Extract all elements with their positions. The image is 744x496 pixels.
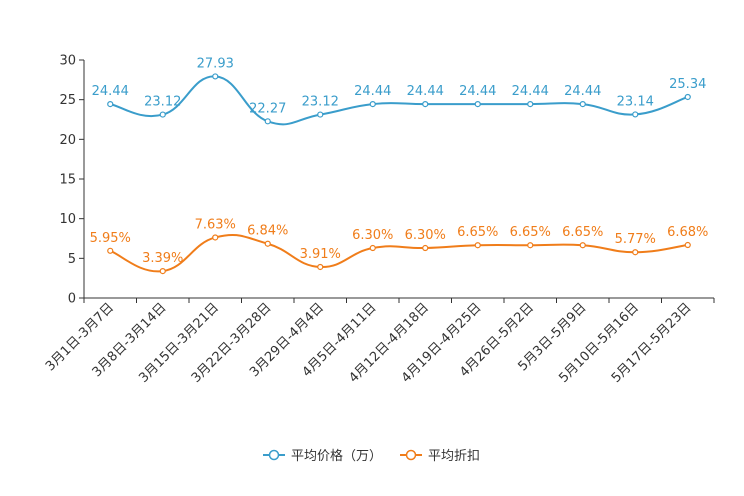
data-label: 5.77% (615, 232, 656, 247)
data-label: 22.27 (249, 101, 286, 116)
data-point[interactable] (579, 242, 586, 249)
data-label: 24.44 (354, 84, 391, 99)
data-point[interactable] (422, 101, 429, 108)
data-point[interactable] (107, 247, 114, 254)
legend: 平均价格（万） 平均折扣 (263, 448, 480, 464)
y-tick-label: 15 (59, 173, 76, 188)
data-label: 7.63% (195, 217, 236, 232)
data-point[interactable] (317, 111, 324, 118)
legend-marker-icon (268, 449, 280, 461)
data-label: 6.84% (247, 224, 288, 239)
data-label: 24.44 (564, 84, 601, 99)
data-point[interactable] (212, 73, 219, 80)
y-tick-label: 0 (68, 292, 76, 307)
data-label: 3.39% (142, 251, 183, 266)
data-label: 24.44 (459, 84, 496, 99)
legend-label: 平均折扣 (428, 449, 480, 464)
series-layer: 24.44 23.12 27.93 22.27 23.12 24.44 24.44 24.44… (90, 56, 708, 275)
data-point[interactable] (684, 241, 691, 249)
data-point[interactable] (264, 118, 271, 125)
data-label: 24.44 (512, 84, 549, 99)
data-label: 24.44 (407, 84, 444, 99)
data-label: 6.65% (562, 225, 603, 240)
data-label: 5.95% (90, 231, 131, 246)
data-label: 23.14 (617, 94, 654, 109)
data-point[interactable] (684, 93, 691, 101)
data-label: 6.30% (405, 228, 446, 243)
series-line (109, 233, 688, 273)
data-point[interactable] (369, 101, 376, 108)
y-tick-label: 25 (59, 93, 76, 108)
data-point[interactable] (422, 244, 429, 252)
data-point[interactable] (212, 234, 219, 241)
data-point[interactable] (527, 101, 534, 108)
data-point[interactable] (474, 101, 481, 108)
y-tick-label: 10 (59, 212, 76, 227)
data-point[interactable] (527, 242, 534, 249)
data-point[interactable] (579, 101, 586, 108)
data-point[interactable] (632, 249, 639, 256)
data-point[interactable] (264, 240, 271, 247)
data-label: 6.68% (667, 225, 708, 240)
series-avg-price: 24.44 23.12 27.93 22.27 23.12 24.44 24.44 24.44… (92, 56, 706, 126)
legend-item-avg-discount[interactable]: 平均折扣 (400, 449, 480, 464)
data-label: 24.44 (92, 84, 129, 99)
data-point[interactable] (159, 268, 166, 275)
data-label: 27.93 (197, 56, 234, 71)
data-label: 6.30% (352, 228, 393, 243)
y-tick-label: 30 (59, 54, 76, 69)
data-label: 25.34 (669, 77, 706, 92)
data-label: 3.91% (300, 247, 341, 262)
legend-label: 平均价格（万） (291, 448, 382, 464)
data-point[interactable] (369, 244, 376, 252)
y-tick-label: 5 (68, 252, 76, 267)
data-label: 6.65% (510, 225, 551, 240)
data-point[interactable] (317, 263, 324, 271)
data-point[interactable] (632, 111, 639, 118)
legend-marker-icon (405, 449, 417, 461)
y-tick-label: 20 (59, 133, 76, 148)
data-point[interactable] (474, 242, 481, 249)
data-point[interactable] (159, 111, 166, 118)
data-point[interactable] (107, 101, 114, 108)
data-label: 23.12 (302, 95, 339, 110)
data-label: 23.12 (144, 95, 181, 110)
legend-item-avg-price[interactable]: 平均价格（万） (263, 448, 382, 464)
series-avg-discount: 5.95% 3.39% 7.63% 6.84% 3.91% 6.30% 6.30% 6.65%… (90, 217, 708, 275)
data-label: 6.65% (457, 225, 498, 240)
